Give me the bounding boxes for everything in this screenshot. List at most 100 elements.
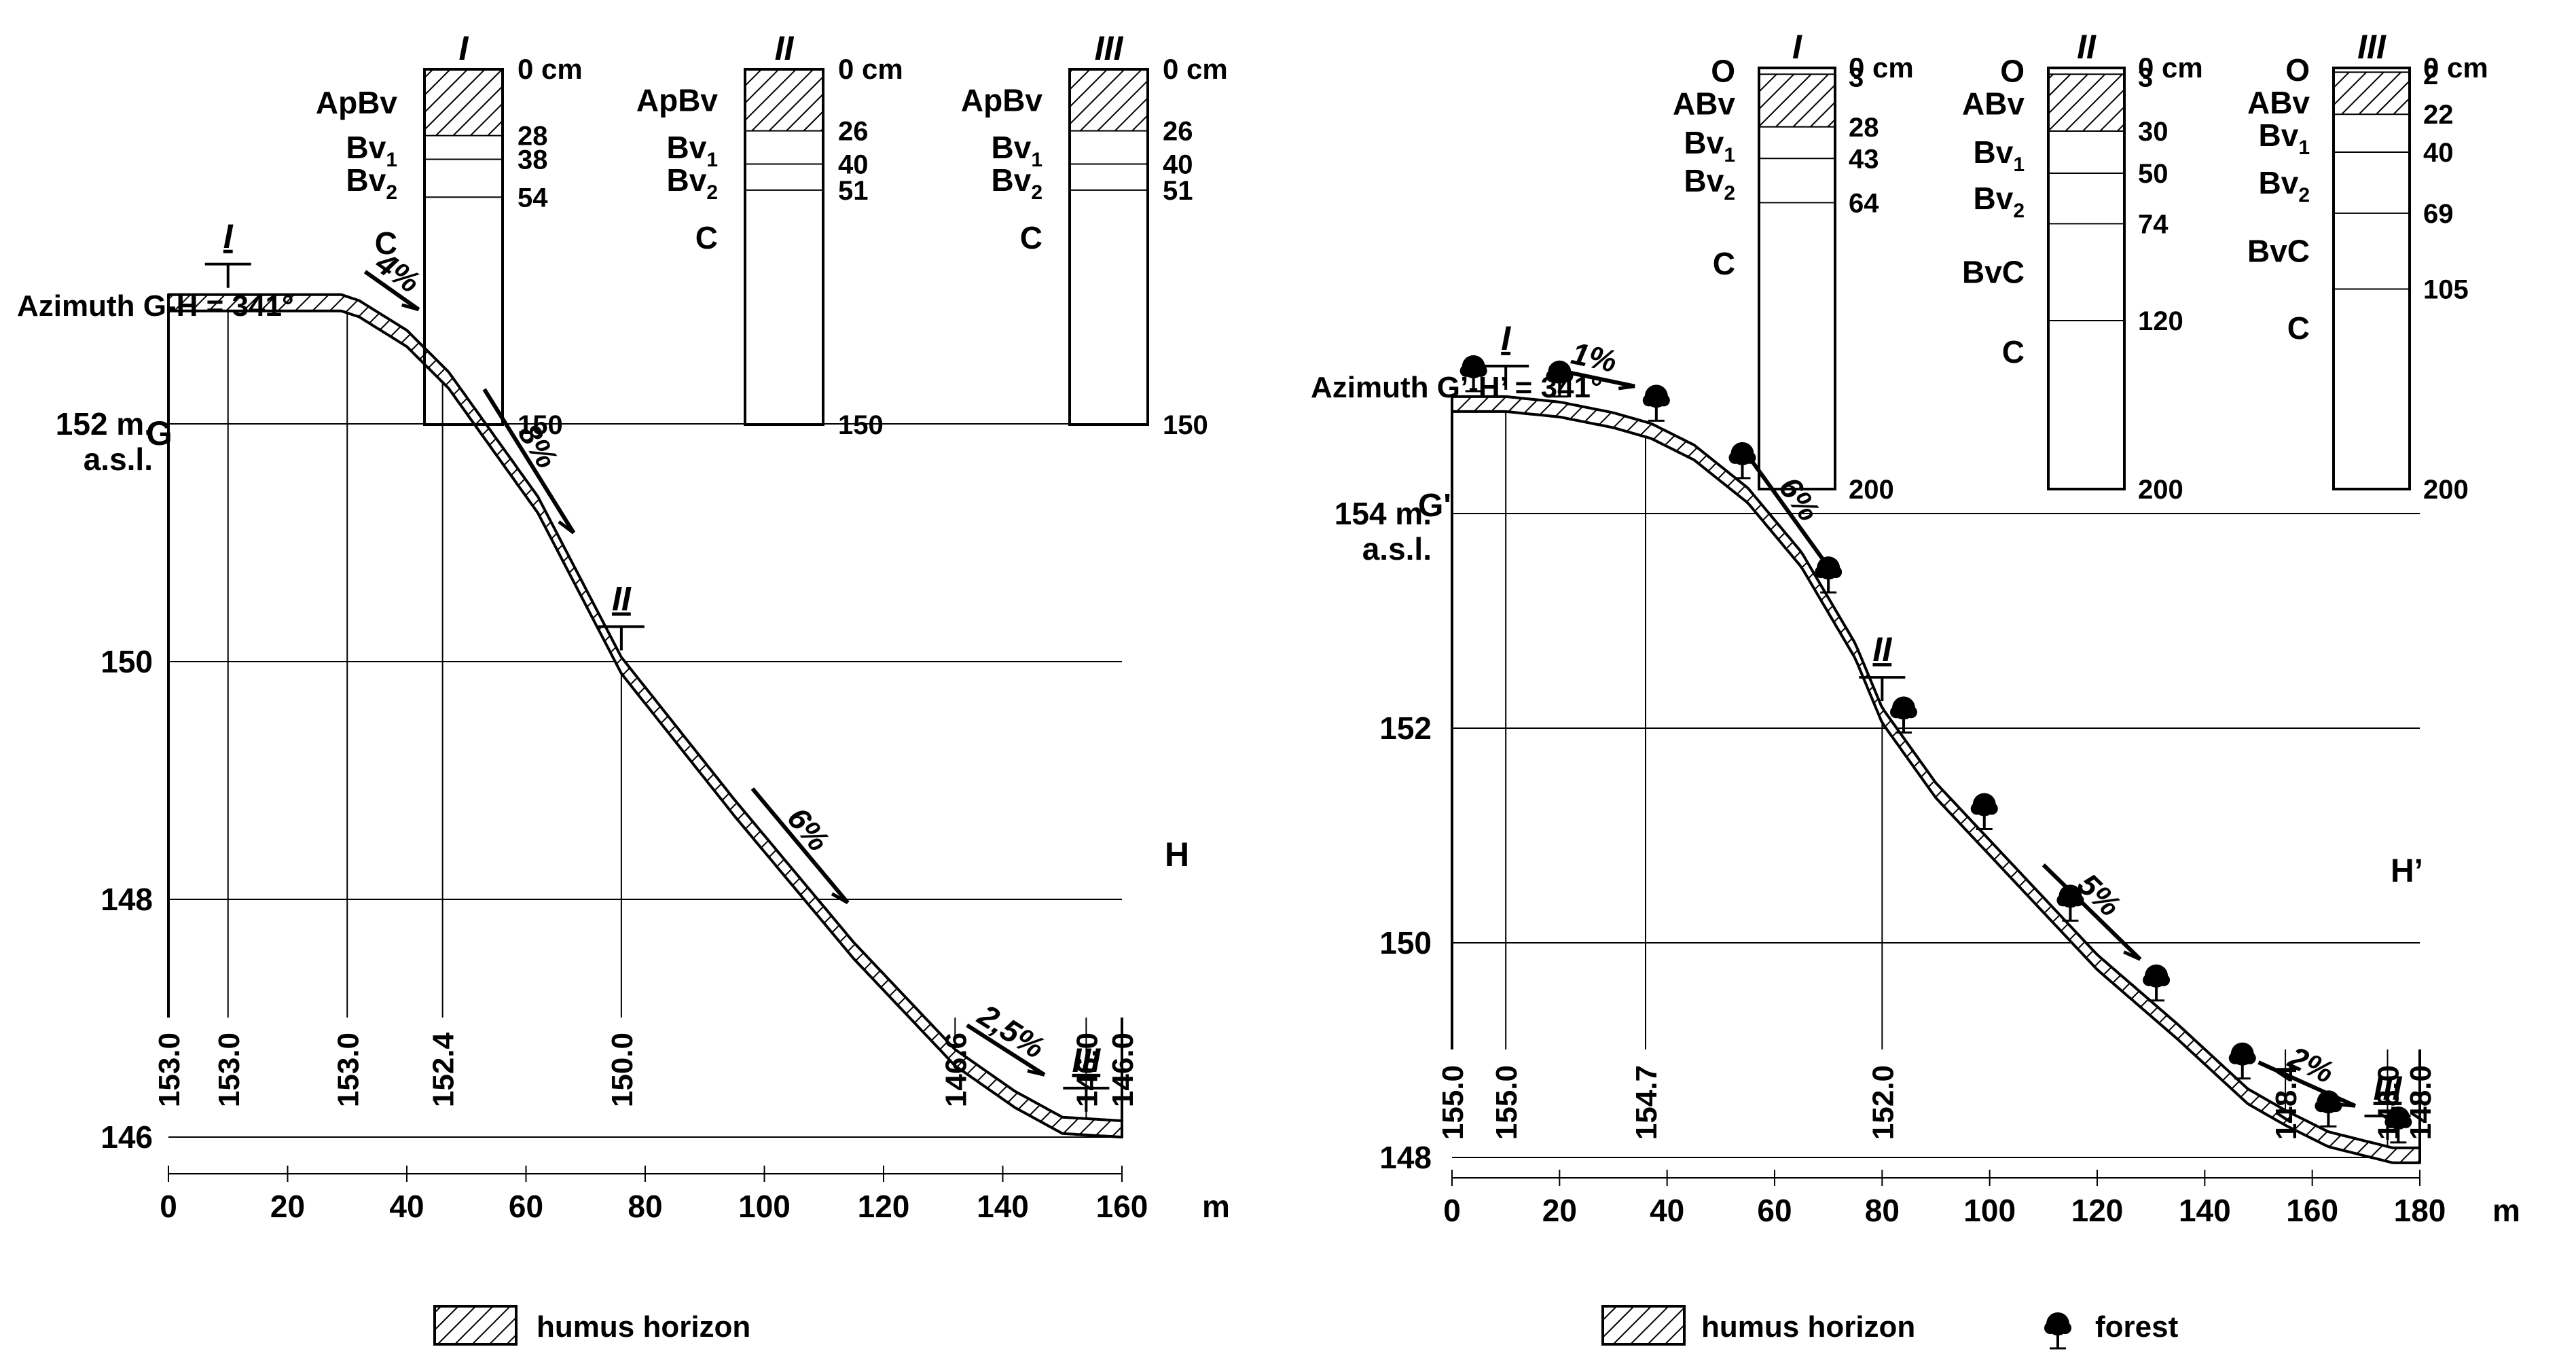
elevation-sublabel: a.s.l. xyxy=(84,442,153,477)
column-roman-label: I xyxy=(459,29,469,67)
profile-marker-ii: II xyxy=(1859,630,1906,702)
slope-arrow-shaft xyxy=(2257,1060,2357,1108)
slope-arrow-head xyxy=(2123,950,2141,961)
tree-crown-left xyxy=(1459,364,1472,377)
right-elevation-gridlines xyxy=(1452,513,2420,1158)
marker-roman-label: III xyxy=(2374,1069,2403,1107)
horizon-label: C xyxy=(375,226,397,261)
slope-arrow-shaft xyxy=(2042,863,2142,961)
left-legend-humus-label: humus horizon xyxy=(537,1310,750,1344)
horizon-label: C xyxy=(1020,220,1042,255)
tree-crown-left xyxy=(2056,894,2069,907)
station-label: 148.0 xyxy=(2404,1065,2437,1140)
horizon-label: ABv xyxy=(2247,85,2310,120)
humus-hatch xyxy=(2334,72,2410,115)
right-end-label-h-prime: H’ xyxy=(2391,853,2423,889)
column-roman-label: III xyxy=(1095,29,1124,67)
slope-arrow-25: 2,5% xyxy=(966,997,1051,1077)
horizon-subscript: 1 xyxy=(706,149,718,171)
depth-label-50: 50 xyxy=(2138,159,2169,189)
depth-label-74: 74 xyxy=(2138,209,2169,239)
tree-icon xyxy=(2384,1106,2412,1144)
marker-roman-label: III xyxy=(1072,1041,1102,1079)
humus-hatch xyxy=(2048,74,2124,131)
horizon-subscript: 2 xyxy=(2298,184,2310,206)
station-label: 155.0 xyxy=(1436,1065,1470,1140)
right-start-label-g-prime: G' xyxy=(1418,488,1451,524)
left-start-label-g: G xyxy=(146,414,173,452)
right-legend-humus-label: humus horizon xyxy=(1701,1310,1915,1344)
horizon-subscript: 1 xyxy=(386,149,397,171)
marker-roman-label: I xyxy=(223,217,234,255)
marker-roman-label: I xyxy=(1501,319,1511,357)
slope-label: 6% xyxy=(780,801,837,858)
depth-label-54: 54 xyxy=(518,183,548,213)
station-label: 148.4 xyxy=(2270,1064,2303,1140)
distance-tick-label-0: 0 xyxy=(1443,1193,1461,1228)
slope-arrow-head xyxy=(2338,1102,2356,1108)
station-label: 154.7 xyxy=(1630,1065,1663,1140)
horizon-label: ApBv xyxy=(961,82,1043,118)
horizon-label: ABv xyxy=(1673,86,1735,122)
horizon-label: C xyxy=(695,220,718,255)
humus-band xyxy=(167,293,1123,1138)
station-label: 153.0 xyxy=(331,1032,365,1107)
depth-label-2: 2 xyxy=(2423,60,2438,90)
horizon-label: ABv xyxy=(1962,86,2025,122)
column-roman-label: I xyxy=(1792,28,1802,66)
tree-icon xyxy=(2143,964,2171,1002)
depth-label-30: 30 xyxy=(2138,117,2169,147)
distance-tick-label-60: 60 xyxy=(509,1189,543,1224)
depth-label-28: 28 xyxy=(1849,113,1879,143)
distance-tick-label-120: 120 xyxy=(858,1189,910,1224)
depth-label-3: 3 xyxy=(1849,62,1864,92)
profile-marker-i: I xyxy=(1483,319,1529,390)
station-label: 153.0 xyxy=(153,1032,186,1107)
depth-label-top: 0 cm xyxy=(2423,52,2488,84)
right-legend-humus: humus horizon xyxy=(1601,1305,1915,1346)
profile-marker-iii: III xyxy=(2364,1069,2411,1140)
elevation-label-150: 150 xyxy=(101,644,153,679)
depth-label-3: 3 xyxy=(2138,62,2153,92)
depth-label-40: 40 xyxy=(1163,149,1193,179)
distance-tick-label-100: 100 xyxy=(738,1189,791,1224)
horizon-label: C xyxy=(2287,310,2310,346)
depth-label-69: 69 xyxy=(2423,199,2454,229)
depth-label-40: 40 xyxy=(2423,138,2454,168)
depth-label-top: 0 cm xyxy=(2138,52,2203,84)
right-forest-symbols xyxy=(1459,355,2412,1144)
column-roman-label: III xyxy=(2357,28,2387,66)
slope-arrow-head xyxy=(558,520,575,535)
horizon-label: ApBv xyxy=(636,82,719,118)
soil-column-outline xyxy=(2047,67,2126,490)
depth-label-26: 26 xyxy=(1163,117,1193,147)
tree-crown-left xyxy=(1546,370,1559,382)
tree-icon xyxy=(2044,1312,2071,1350)
elevation-label-152: 152 xyxy=(1379,711,1432,746)
tree-crown-left xyxy=(2143,973,2156,986)
depth-label-26: 26 xyxy=(838,117,869,147)
slope-arrow-shaft xyxy=(750,787,850,904)
tree-icon xyxy=(2228,1042,2256,1080)
column-roman-label: II xyxy=(2077,28,2097,66)
slope-arrow-shaft xyxy=(1548,366,1635,389)
elevation-label-154: 154 m. xyxy=(1335,496,1432,531)
elevation-label-146: 146 xyxy=(101,1119,153,1155)
profile-marker-i: I xyxy=(204,217,251,288)
right-legend-forest: forest xyxy=(2044,1310,2179,1350)
distance-tick-label-80: 80 xyxy=(1865,1193,1900,1228)
elevation-sublabel: a.s.l. xyxy=(1362,531,1432,567)
depth-label-51: 51 xyxy=(1163,176,1193,206)
elevation-label-148: 148 xyxy=(101,882,153,917)
right-distance-axis: 0 20 40 60 80 100 120 140 160 180 m xyxy=(1443,1170,2520,1228)
horizon-label: BvC xyxy=(2247,234,2310,269)
slope-arrow-shaft xyxy=(1745,454,1836,576)
depth-label-38: 38 xyxy=(518,145,548,175)
slope-arrow-head xyxy=(1027,1069,1045,1077)
